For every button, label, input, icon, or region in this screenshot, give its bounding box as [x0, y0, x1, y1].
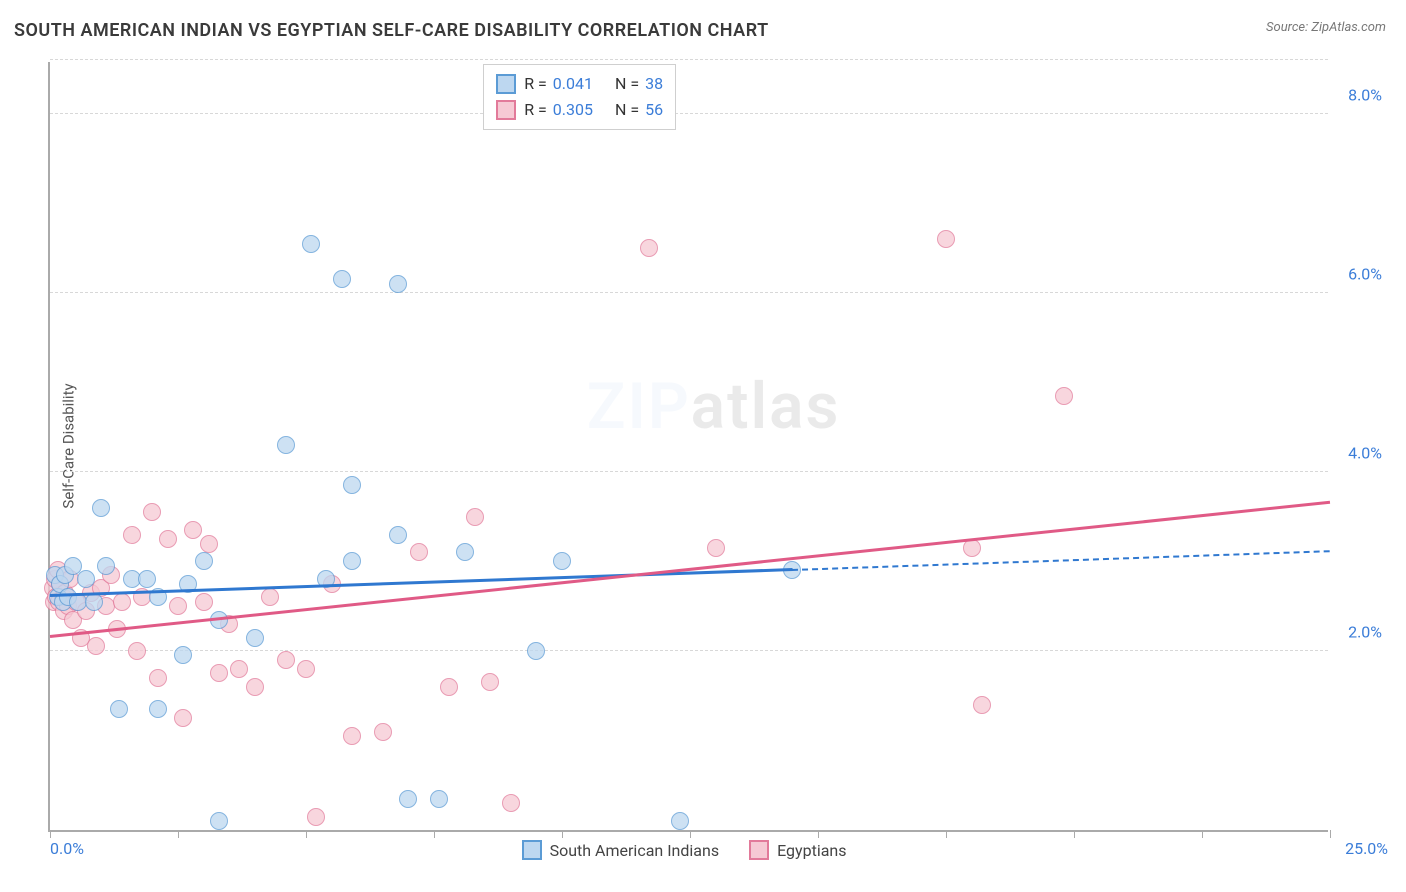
- trend-sai-solid: [50, 568, 792, 597]
- point-egyptian: [937, 230, 955, 248]
- point-egyptian: [502, 794, 520, 812]
- y-tick-label: 6.0%: [1348, 264, 1382, 283]
- x-min-label: 0.0%: [50, 839, 84, 858]
- point-egyptian: [481, 673, 499, 691]
- legend-row: R =0.041N =38: [496, 71, 663, 97]
- point-egyptian: [174, 709, 192, 727]
- x-tick: [50, 830, 51, 838]
- point-egyptian: [374, 723, 392, 741]
- x-tick: [1202, 830, 1203, 838]
- watermark: ZIPatlas: [587, 369, 841, 444]
- gridline: [50, 471, 1328, 472]
- legend-swatch: [496, 74, 516, 94]
- point-sai: [671, 812, 689, 830]
- x-max-label: 25.0%: [1345, 839, 1388, 858]
- point-egyptian: [123, 526, 141, 544]
- gridline: [50, 650, 1328, 651]
- point-sai: [246, 629, 264, 647]
- point-sai: [343, 552, 361, 570]
- x-tick: [946, 830, 947, 838]
- point-egyptian: [261, 588, 279, 606]
- point-sai: [389, 275, 407, 293]
- point-egyptian: [307, 808, 325, 826]
- legend-row: R =0.305N =56: [496, 97, 663, 123]
- x-tick: [1074, 830, 1075, 838]
- x-tick: [690, 830, 691, 838]
- source-label: Source: ZipAtlas.com: [1266, 20, 1386, 35]
- legend-swatch: [496, 100, 516, 120]
- point-sai: [210, 812, 228, 830]
- gridline: [50, 292, 1328, 293]
- x-tick: [306, 830, 307, 838]
- point-egyptian: [184, 521, 202, 539]
- x-tick: [562, 830, 563, 838]
- point-egyptian: [195, 593, 213, 611]
- point-sai: [333, 270, 351, 288]
- y-tick-label: 2.0%: [1348, 622, 1382, 641]
- correlation-legend: R =0.041N =38R =0.305N =56: [483, 64, 676, 130]
- point-sai: [527, 642, 545, 660]
- x-tick: [178, 830, 179, 838]
- point-sai: [302, 235, 320, 253]
- point-sai: [110, 700, 128, 718]
- point-sai: [399, 790, 417, 808]
- legend-swatch: [522, 840, 542, 860]
- point-egyptian: [973, 696, 991, 714]
- trend-egyptian-solid: [50, 500, 1330, 637]
- point-egyptian: [297, 660, 315, 678]
- point-egyptian: [200, 535, 218, 553]
- gridline: [50, 113, 1328, 114]
- point-egyptian: [169, 597, 187, 615]
- point-egyptian: [128, 642, 146, 660]
- point-egyptian: [149, 669, 167, 687]
- point-sai: [77, 570, 95, 588]
- series-legend: South American Indians Egyptians: [522, 840, 847, 860]
- point-egyptian: [707, 539, 725, 557]
- point-egyptian: [113, 593, 131, 611]
- point-sai: [195, 552, 213, 570]
- x-tick: [434, 830, 435, 838]
- point-egyptian: [1055, 387, 1073, 405]
- point-sai: [174, 646, 192, 664]
- point-egyptian: [230, 660, 248, 678]
- point-egyptian: [640, 239, 658, 257]
- point-egyptian: [87, 637, 105, 655]
- gridline: [50, 59, 1328, 60]
- point-sai: [430, 790, 448, 808]
- point-sai: [138, 570, 156, 588]
- point-egyptian: [246, 678, 264, 696]
- y-tick-label: 4.0%: [1348, 443, 1382, 462]
- point-sai: [343, 476, 361, 494]
- x-tick: [1330, 830, 1331, 838]
- point-sai: [553, 552, 571, 570]
- point-egyptian: [466, 508, 484, 526]
- point-sai: [389, 526, 407, 544]
- point-egyptian: [410, 543, 428, 561]
- point-egyptian: [159, 530, 177, 548]
- trend-sai-dashed: [792, 550, 1330, 571]
- point-sai: [149, 700, 167, 718]
- x-tick: [818, 830, 819, 838]
- point-sai: [92, 499, 110, 517]
- point-sai: [277, 436, 295, 454]
- y-tick-label: 8.0%: [1348, 85, 1382, 104]
- point-egyptian: [440, 678, 458, 696]
- point-egyptian: [143, 503, 161, 521]
- chart-title: SOUTH AMERICAN INDIAN VS EGYPTIAN SELF-C…: [14, 20, 769, 41]
- point-egyptian: [210, 664, 228, 682]
- point-egyptian: [343, 727, 361, 745]
- legend-item: Egyptians: [749, 840, 846, 860]
- point-sai: [456, 543, 474, 561]
- plot-area: ZIPatlas 2.0%4.0%6.0%8.0%0.0%25.0%: [48, 62, 1328, 832]
- legend-swatch: [749, 840, 769, 860]
- legend-item: South American Indians: [522, 840, 720, 860]
- point-egyptian: [277, 651, 295, 669]
- point-sai: [97, 557, 115, 575]
